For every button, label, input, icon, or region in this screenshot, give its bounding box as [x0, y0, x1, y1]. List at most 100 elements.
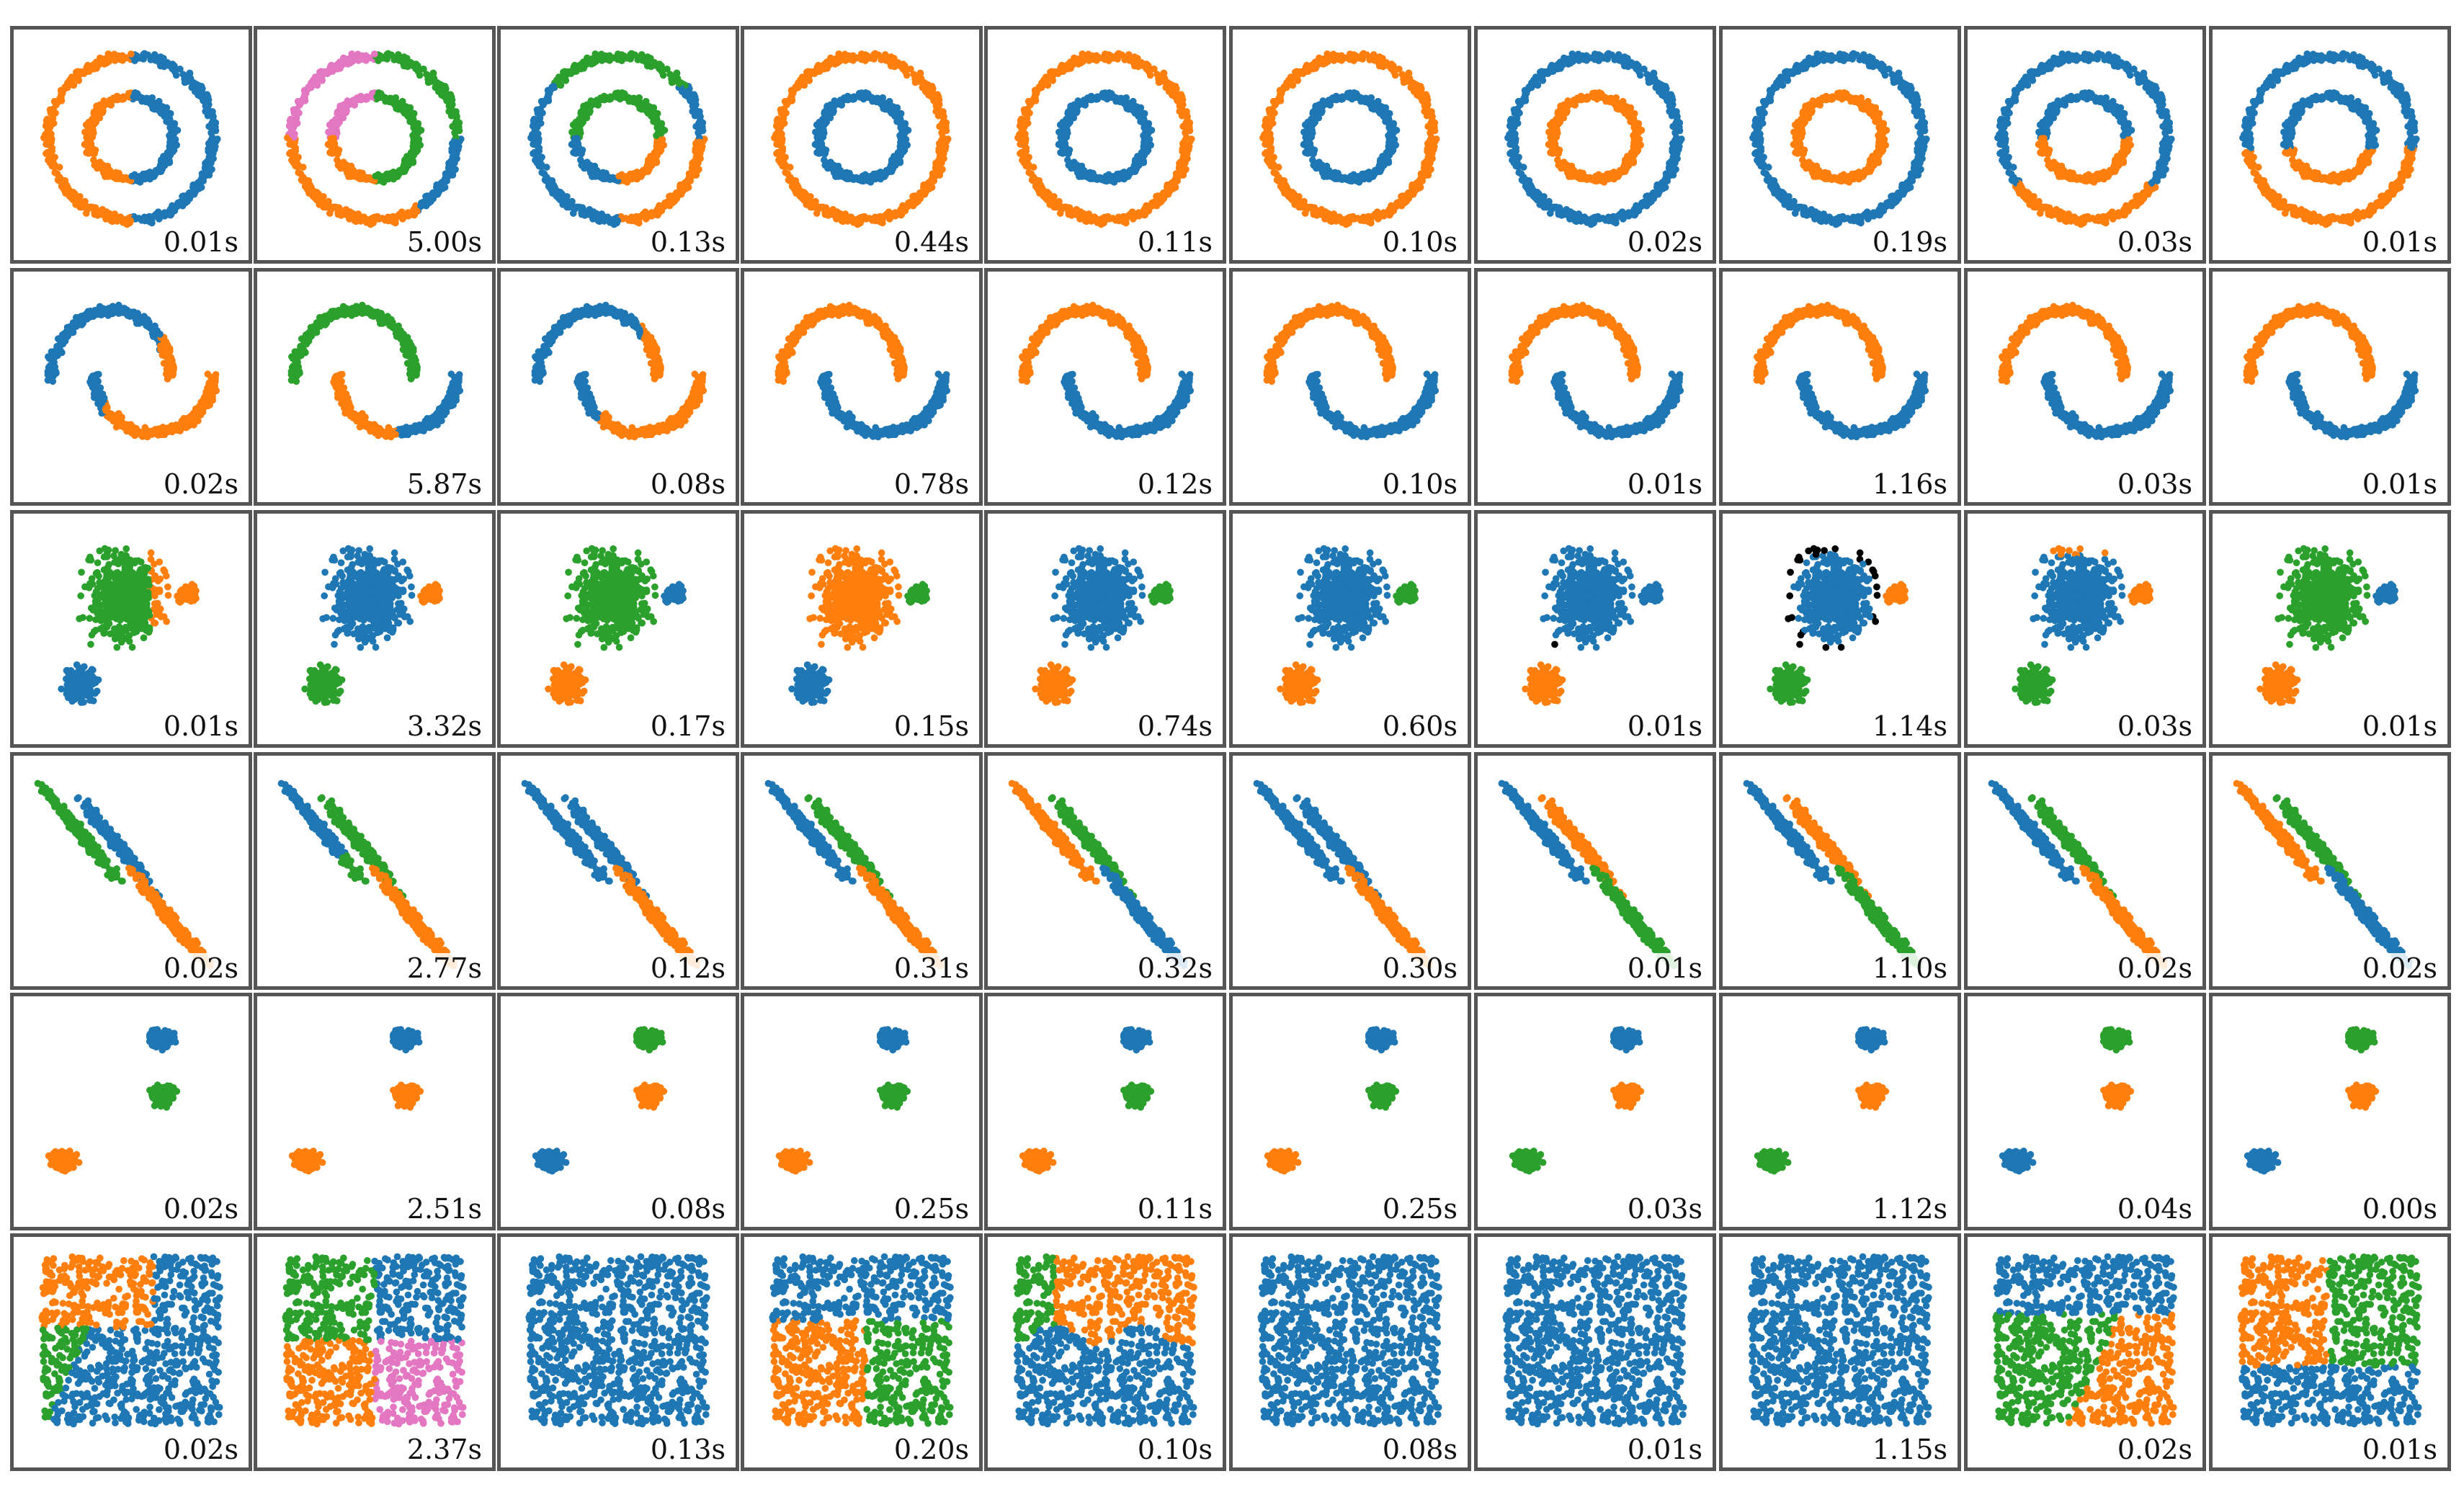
data-point — [888, 156, 896, 164]
data-point — [1262, 120, 1269, 128]
data-point — [647, 55, 654, 62]
data-point — [198, 174, 206, 182]
data-point — [655, 141, 663, 149]
data-point — [821, 108, 829, 116]
scatter-plot — [284, 50, 465, 228]
data-point — [1184, 121, 1191, 128]
data-point — [210, 121, 217, 128]
data-point — [538, 97, 546, 105]
data-point — [346, 215, 354, 222]
data-point — [326, 210, 334, 217]
data-point — [123, 220, 131, 228]
data-point — [450, 153, 457, 160]
data-point — [1072, 58, 1079, 66]
data-point — [1184, 112, 1191, 120]
runtime-label: 0.11s — [1135, 227, 1214, 259]
data-point — [599, 53, 606, 61]
data-point — [645, 156, 652, 164]
data-point — [538, 169, 546, 176]
data-point — [302, 89, 310, 97]
data-point — [834, 171, 842, 179]
data-point — [658, 136, 666, 144]
data-point — [589, 215, 597, 222]
data-point — [1120, 218, 1128, 225]
data-point — [878, 56, 885, 63]
data-point — [63, 82, 71, 90]
data-point — [1032, 89, 1040, 97]
data-point — [1112, 53, 1119, 61]
data-point — [54, 176, 62, 184]
data-point — [903, 71, 911, 79]
data-point — [403, 55, 411, 62]
data-point — [322, 203, 330, 211]
data-point — [535, 130, 542, 138]
data-point — [306, 82, 314, 90]
data-point — [782, 169, 790, 176]
data-point — [298, 176, 305, 184]
data-point — [648, 209, 656, 216]
data-point — [404, 161, 412, 169]
data-point — [167, 125, 175, 133]
data-point — [919, 80, 927, 87]
data-point — [854, 220, 862, 228]
data-point — [1163, 80, 1171, 87]
data-point — [141, 174, 149, 182]
data-point — [1022, 162, 1030, 170]
data-point — [829, 58, 836, 66]
data-point — [341, 162, 349, 170]
data-point — [1086, 96, 1094, 104]
data-point — [1084, 216, 1092, 224]
data-point — [453, 112, 460, 120]
data-point — [806, 68, 813, 76]
scatter-plot — [1259, 50, 1440, 228]
data-point — [318, 197, 325, 205]
data-point — [782, 97, 790, 105]
data-point — [1331, 53, 1338, 61]
data-point — [1365, 218, 1372, 225]
data-point — [628, 174, 636, 182]
data-point — [89, 62, 96, 69]
data-point — [1121, 56, 1129, 63]
data-point — [1400, 79, 1408, 86]
data-point — [120, 93, 128, 101]
data-point — [86, 125, 93, 133]
data-point — [148, 99, 155, 106]
data-point — [133, 177, 141, 184]
data-point — [1155, 79, 1163, 86]
data-point — [437, 179, 445, 187]
data-point — [171, 136, 179, 144]
data-point — [689, 164, 697, 171]
data-point — [924, 179, 932, 187]
data-point — [107, 101, 115, 109]
data-point — [1115, 174, 1123, 182]
data-point — [410, 151, 417, 158]
data-point — [597, 216, 604, 224]
data-point — [291, 130, 298, 138]
data-point — [85, 150, 92, 157]
data-point — [1141, 151, 1148, 158]
data-point — [779, 162, 787, 170]
data-point — [189, 80, 197, 87]
data-point — [838, 101, 845, 109]
data-point — [1127, 105, 1135, 113]
data-point — [653, 132, 660, 140]
data-point — [793, 82, 801, 90]
data-point — [48, 162, 56, 170]
data-point — [648, 161, 656, 169]
data-point — [625, 53, 632, 61]
data-point — [697, 121, 704, 128]
data-point — [1093, 57, 1101, 64]
data-point — [339, 114, 347, 122]
data-point — [929, 174, 937, 182]
data-point — [326, 138, 334, 146]
data-point — [416, 66, 424, 73]
data-point — [391, 99, 398, 106]
data-point — [1097, 220, 1105, 228]
data-point — [160, 60, 167, 68]
runtime-label: 0.01s — [161, 227, 240, 259]
data-point — [82, 210, 90, 217]
data-point — [43, 120, 50, 128]
data-point — [876, 218, 884, 225]
data-point — [160, 109, 168, 116]
